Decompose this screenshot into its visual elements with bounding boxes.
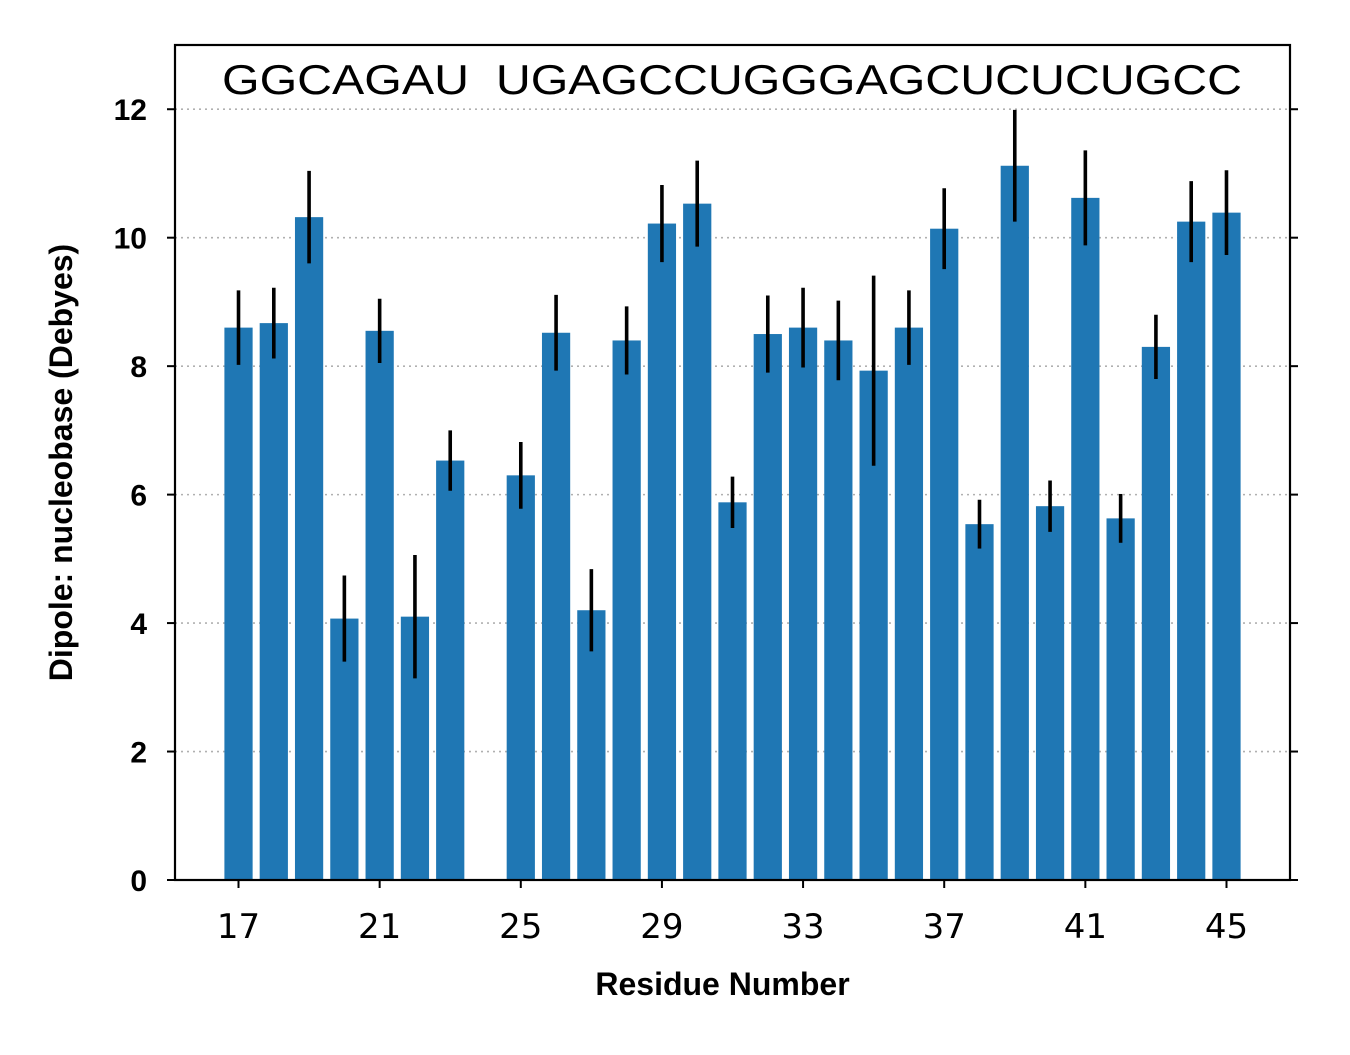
bar-residue-27 — [577, 610, 606, 880]
y-tick-label: 10 — [114, 223, 147, 256]
bar-residue-33 — [788, 327, 818, 881]
y-tick-label: 6 — [130, 480, 147, 513]
bar-residue-32 — [753, 334, 782, 880]
y-axis-label: Dipole: nucleobase (Debyes) — [43, 244, 79, 681]
y-tick-label: 8 — [130, 351, 147, 384]
x-axis-label: Residue Number — [595, 966, 849, 1002]
bar-residue-41 — [1071, 197, 1100, 880]
x-tick-label: 41 — [1064, 907, 1107, 947]
bar-residue-30 — [683, 203, 712, 880]
bar-residue-18 — [259, 323, 288, 880]
x-tick-label: 45 — [1205, 907, 1248, 947]
bar-residue-38 — [965, 524, 994, 880]
bar-residue-40 — [1035, 506, 1065, 880]
bar-residue-21 — [365, 330, 394, 881]
bar-residue-31 — [718, 502, 747, 880]
bar-residue-37 — [930, 228, 959, 880]
bar-residue-28 — [612, 340, 641, 880]
bar-residue-26 — [541, 332, 571, 880]
y-tick-label: 4 — [130, 608, 147, 641]
bar-residue-25 — [506, 475, 535, 880]
y-tick-label: 0 — [130, 865, 147, 898]
bar-residue-36 — [894, 327, 924, 881]
bar-residue-23 — [436, 460, 465, 880]
bars-layer — [224, 165, 1241, 881]
bar-residue-39 — [1000, 165, 1029, 880]
bar-residue-29 — [647, 223, 677, 881]
x-tick-label: 17 — [217, 907, 260, 947]
bar-residue-34 — [824, 340, 853, 880]
x-tick-label: 29 — [640, 907, 683, 947]
y-tick-label: 2 — [130, 737, 147, 770]
sequence-annotation: GGCAGAU UGAGCCUGGGAGCUCUCUGCC — [222, 56, 1242, 103]
bar-residue-19 — [294, 217, 324, 881]
x-tick-label: 37 — [923, 907, 966, 947]
bar-residue-20 — [330, 618, 359, 880]
bar-residue-43 — [1141, 346, 1171, 880]
x-tick-label: 25 — [499, 907, 542, 947]
x-tick-label: 33 — [781, 907, 824, 947]
error-bars-layer — [236, 109, 1229, 679]
x-tick-label: 21 — [358, 907, 401, 947]
bar-residue-44 — [1177, 221, 1206, 880]
ticks-layer: 0 2 4 6 8 10 12 17 21 25 29 33 37 41 45 — [114, 94, 1298, 947]
y-tick-label: 12 — [114, 94, 147, 127]
bar-residue-42 — [1106, 518, 1135, 880]
bar-residue-17 — [224, 327, 253, 881]
plot-frame — [173, 43, 1292, 882]
bar-residue-45 — [1212, 212, 1241, 880]
